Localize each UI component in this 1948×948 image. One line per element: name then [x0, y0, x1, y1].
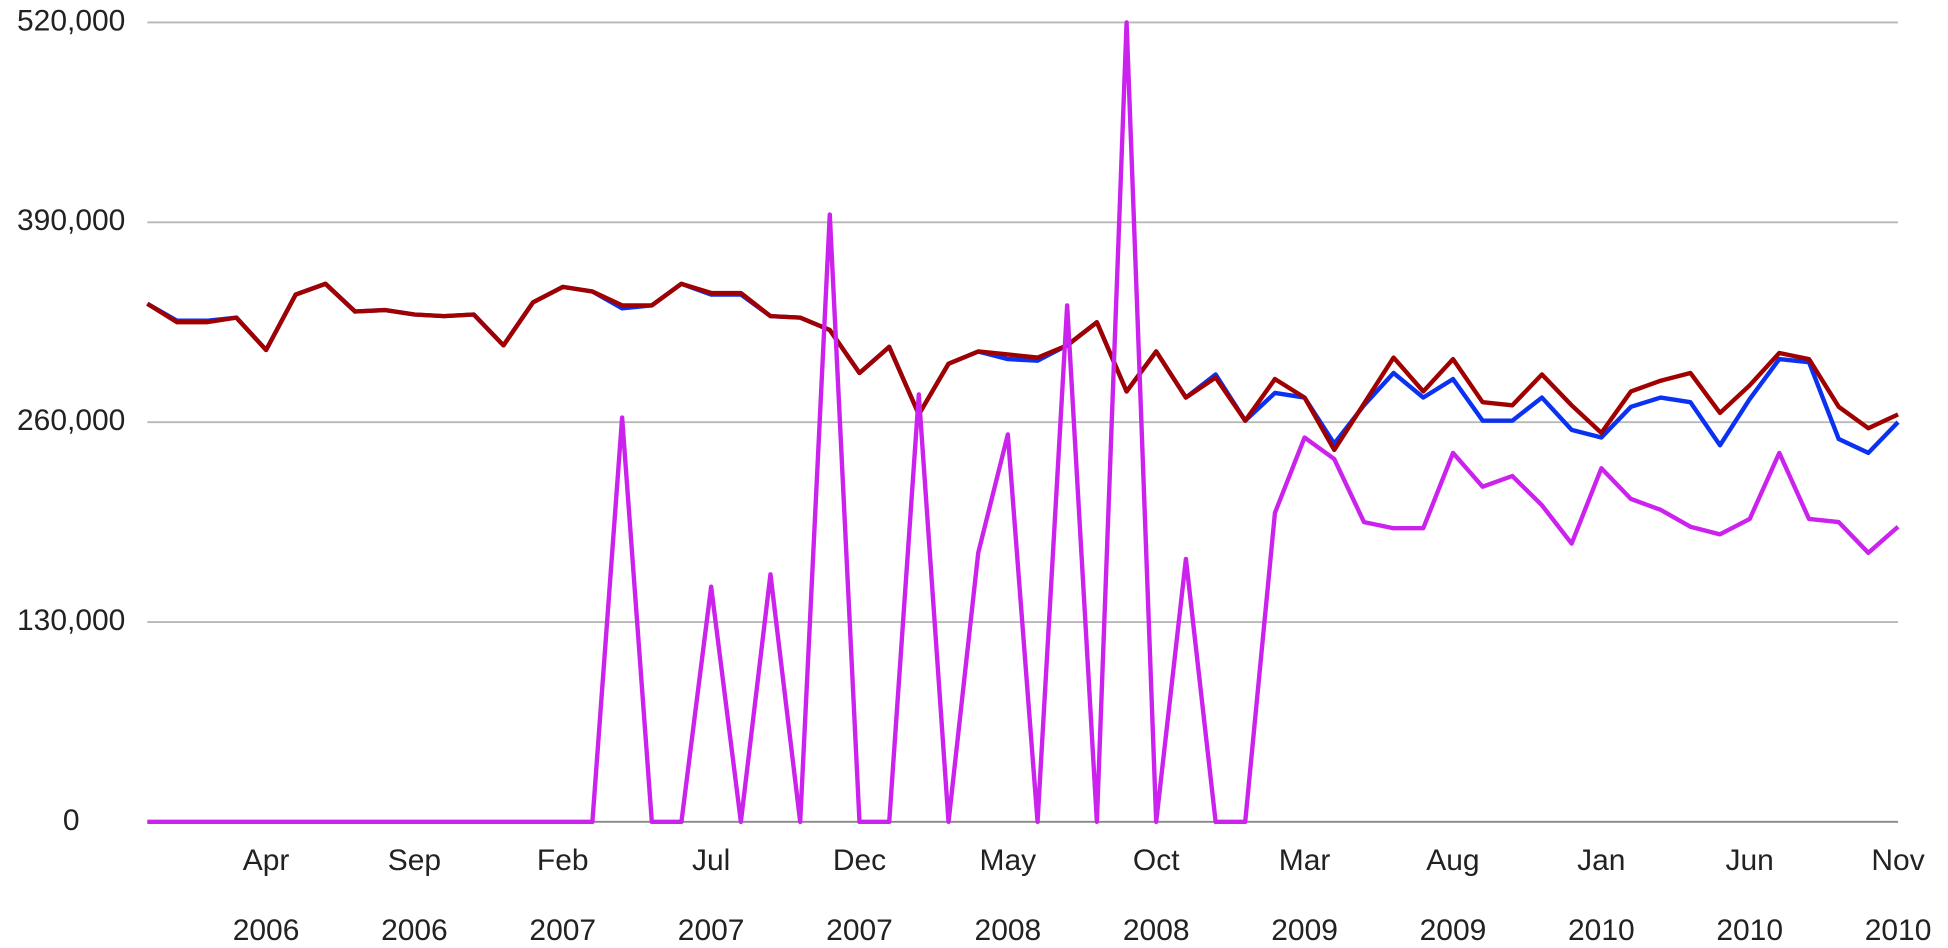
y-tick-label: 260,000 — [17, 404, 125, 437]
x-tick-label: Nov 2010 — [1865, 844, 1932, 947]
y-tick-label: 130,000 — [17, 604, 125, 637]
y-tick-label: 0 — [63, 804, 80, 837]
x-tick-label: Sep 2006 — [381, 844, 448, 947]
data-line — [146, 281, 1900, 456]
x-tick-label: Jul 2007 — [678, 844, 745, 947]
y-tick-label: 520,000 — [17, 4, 125, 37]
x-tick-label: Mar 2009 — [1271, 844, 1338, 947]
x-tick-label: Jun 2010 — [1716, 844, 1783, 947]
x-tick-label: Feb 2007 — [529, 844, 596, 947]
x-tick-label: Oct 2008 — [1123, 844, 1190, 947]
data-line — [147, 20, 1900, 825]
x-tick-label: Apr 2006 — [233, 844, 300, 947]
y-tick-label: 390,000 — [17, 204, 125, 237]
x-tick-label: May 2008 — [975, 844, 1042, 947]
x-tick-label: Aug 2009 — [1420, 844, 1487, 947]
x-tick-label: Jan 2010 — [1568, 844, 1635, 947]
x-tick-label: Dec 2007 — [826, 844, 893, 947]
data-line — [146, 281, 1899, 453]
